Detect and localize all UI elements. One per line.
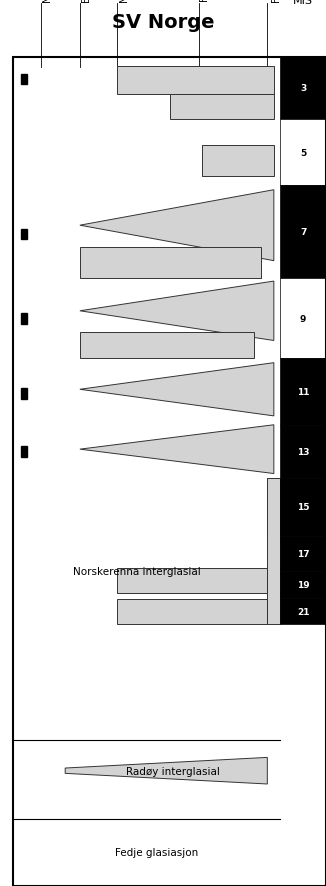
Text: Fjellområder: Fjellområder	[269, 0, 281, 2]
Bar	[267, 478, 280, 536]
Polygon shape	[80, 190, 274, 261]
Text: SV Norge: SV Norge	[112, 12, 214, 32]
Bar	[117, 569, 267, 594]
Text: 7: 7	[300, 228, 306, 237]
Bar	[280, 186, 326, 279]
Bar	[280, 279, 326, 359]
Bar	[117, 600, 267, 625]
Polygon shape	[80, 282, 274, 341]
Text: Eggakanten: Eggakanten	[82, 0, 92, 2]
Bar	[280, 598, 326, 625]
Text: 19: 19	[297, 580, 309, 589]
Bar	[170, 95, 274, 120]
Bar	[80, 332, 254, 359]
Bar	[21, 314, 27, 324]
Bar	[80, 248, 261, 279]
Bar	[21, 229, 27, 240]
Text: 21: 21	[297, 607, 309, 616]
Text: NR: NR	[119, 0, 129, 2]
Text: Norskerenna interglasial: Norskerenna interglasial	[73, 566, 201, 577]
Bar	[280, 536, 326, 571]
Text: 17: 17	[297, 549, 309, 558]
Bar	[21, 74, 27, 85]
Bar	[280, 425, 326, 478]
Text: 3: 3	[300, 84, 306, 93]
Text: MIS: MIS	[293, 0, 313, 6]
Text: Fjord/ daler: Fjord/ daler	[200, 0, 211, 2]
Bar	[280, 359, 326, 425]
Text: 13: 13	[297, 447, 309, 456]
Bar	[280, 58, 326, 120]
Text: Fedje glasiasjon: Fedje glasiasjon	[115, 847, 198, 858]
Bar	[280, 571, 326, 598]
Text: Radøy interglasial: Radøy interglasial	[126, 766, 220, 776]
Text: 5: 5	[300, 148, 306, 158]
Polygon shape	[80, 363, 274, 416]
Text: 11: 11	[297, 387, 309, 397]
Bar	[267, 478, 280, 625]
Text: 9: 9	[300, 315, 306, 323]
Text: 15: 15	[297, 502, 309, 512]
Bar	[202, 146, 274, 177]
Text: NSV: NSV	[42, 0, 52, 2]
Bar	[280, 120, 326, 186]
Bar	[21, 447, 27, 457]
Bar	[280, 478, 326, 536]
Bar	[21, 389, 27, 400]
Polygon shape	[65, 758, 267, 784]
Bar	[117, 66, 274, 95]
Polygon shape	[80, 425, 274, 474]
